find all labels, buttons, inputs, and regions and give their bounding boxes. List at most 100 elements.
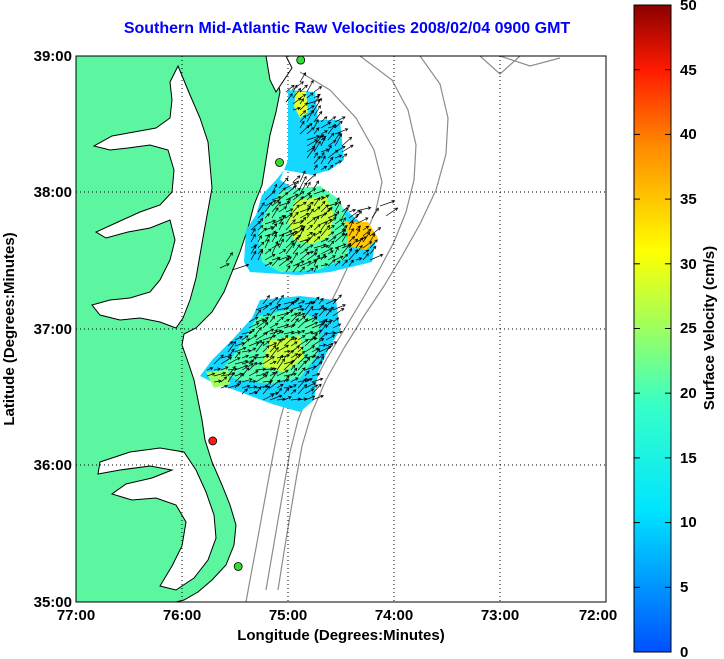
velocity-vector [283,387,290,395]
velocity-vector [276,323,290,329]
velocity-vector [327,236,337,243]
velocity-vector [311,316,318,323]
velocity-vector [313,189,326,195]
velocity-vector [327,250,334,255]
velocity-vector [320,207,331,219]
velocity-vector [299,239,309,249]
velocity-vector [306,147,315,159]
velocity-vector [255,309,262,317]
velocity-vector [257,241,265,249]
velocity-vector [306,139,318,147]
velocity-vector [327,123,336,135]
velocity-vector [285,242,295,255]
velocity-vector [241,384,251,389]
delaware-bay [265,56,293,93]
velocity-vector [290,312,298,317]
velocity-vector [269,342,278,347]
y-tick-label: 36:00 [34,457,72,474]
velocity-vector [283,349,291,354]
velocity-vector [325,298,337,305]
velocity-vector [219,263,230,269]
velocity-vector [290,305,303,311]
velocity-vector [283,350,295,359]
velocity-vector [311,361,323,371]
velocity-vector [299,94,307,99]
chesapeake-bay [91,64,213,329]
radar-stations [208,56,306,571]
velocity-vector [306,127,315,135]
velocity-vector [255,374,268,383]
velocity-vector [320,130,328,135]
velocity-vector [292,87,302,99]
velocity-vector [278,221,284,231]
velocity-vector [313,196,321,207]
velocity-vector [264,212,270,219]
velocity-vector [348,208,357,213]
velocity-vector [299,216,307,225]
velocity-vector [213,379,222,384]
velocity-vector [313,140,321,153]
velocity-vector [327,217,337,225]
velocity-vector [369,232,376,243]
velocity-vector [278,258,290,267]
velocity-vector [257,211,265,219]
velocity-vector [278,249,287,255]
velocity-vector [362,225,370,231]
velocity-vector [283,301,295,311]
velocity-vector [341,144,354,153]
velocity-vector [292,187,301,195]
velocity-vector [318,307,328,317]
velocity-vector [248,347,257,353]
velocity-vector [241,363,254,371]
y-axis: 39:00 38:00 37:00 36:00 35:00 Latitude (… [1,48,72,611]
x-tick-label: 75:00 [269,607,307,624]
velocity-vector [255,327,262,335]
velocity-vector [313,155,321,165]
velocity-vector [306,252,318,261]
velocity-vector [327,156,334,165]
velocity-vector [313,164,318,171]
velocity-vector [227,357,241,365]
velocity-vector [292,84,298,93]
velocity-vector [306,260,317,267]
velocity-vector [248,316,259,323]
velocity-vector [325,334,336,341]
velocity-vector [250,244,256,255]
velocity-vector [297,377,307,389]
x-tick-label: 73:00 [481,607,519,624]
velocity-vector [332,323,342,329]
velocity-vector [306,92,314,99]
velocity-vector [348,238,359,249]
velocity-vector [327,164,334,171]
velocity-vector [297,307,305,312]
velocity-vector [271,223,278,231]
velocity-vector [313,243,327,249]
velocity-vector [320,194,330,201]
velocity-vector [311,313,319,317]
velocity-vector [327,224,335,231]
velocity-vector [262,356,275,365]
velocity-vector [306,208,314,219]
velocity-vector [264,262,273,267]
velocity-vector [304,330,314,335]
velocity-vector [306,217,316,225]
velocity-vector [327,255,336,261]
velocity-vector [292,263,300,273]
velocity-vector [313,97,322,111]
velocity-vector [231,263,250,271]
y-axis-label: Latitude (Degrees:Minutes) [1,232,18,425]
velocity-vector [257,224,264,231]
velocity-vector [341,217,346,225]
velocity-vector [262,302,273,311]
velocity-vectors [206,72,399,402]
velocity-vector [283,385,293,389]
velocity-vector [285,197,291,207]
velocity-vector [234,359,249,365]
velocity-vector [299,251,310,261]
velocity-vector [299,212,310,219]
velocity-vector [262,394,275,401]
velocity-vector [304,370,310,377]
velocity-vector [313,236,321,243]
velocity-vector [283,334,289,341]
velocity-vector [299,110,307,117]
